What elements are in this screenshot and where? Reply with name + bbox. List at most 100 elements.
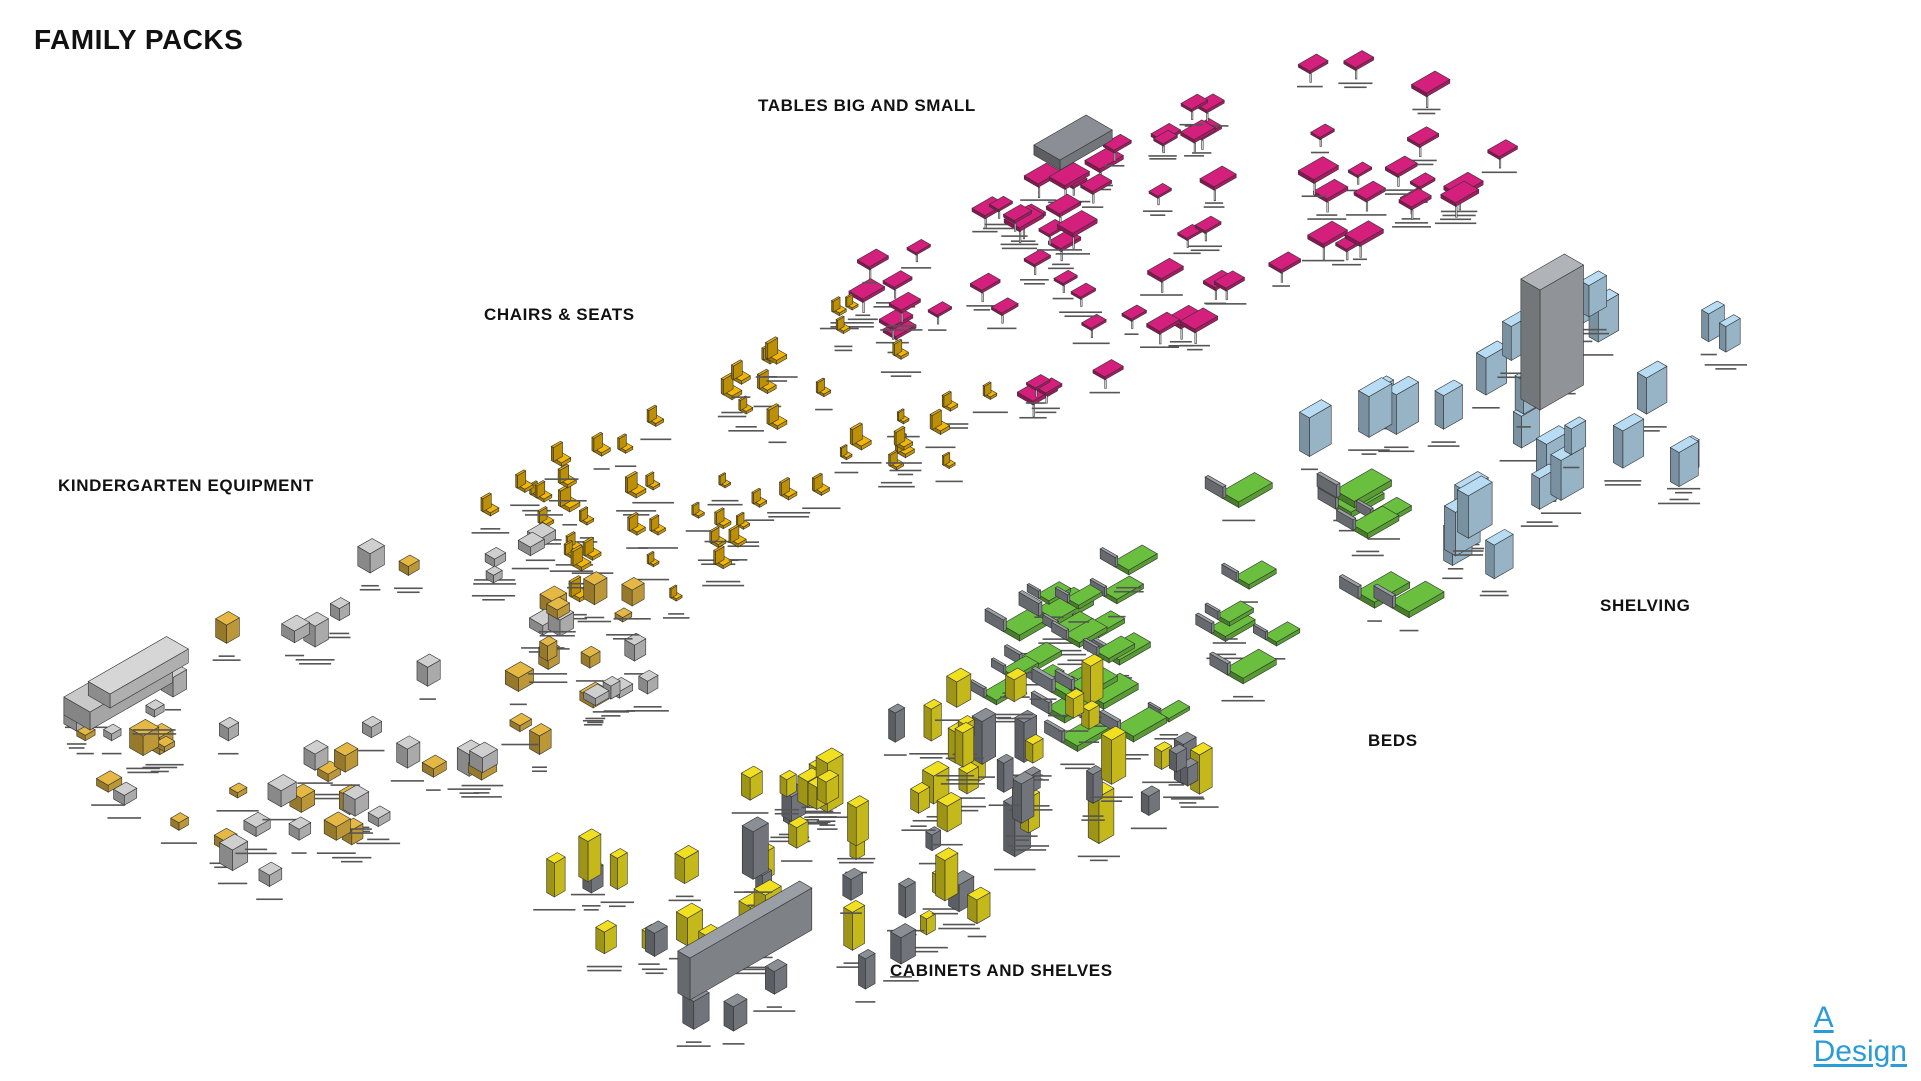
desk-icon [1301,220,1349,262]
cabinet-icon [734,816,773,893]
amphitheater-icon [63,636,189,731]
rack-icon [1704,314,1748,370]
toy-icon [212,611,241,661]
bed-icon [1054,584,1103,623]
desk-icon [1297,53,1329,88]
cabinet-icon [968,707,997,778]
toy-icon [528,723,552,773]
bed-icon [1209,648,1277,702]
rack-icon [1626,360,1668,432]
toy-icon [575,645,604,682]
desk-icon [1059,282,1103,318]
section-label-tables: TABLES BIG AND SMALL [758,96,976,115]
desk-icon [856,248,890,284]
cabinet-icon [1079,653,1104,719]
desk-icon [1344,220,1384,261]
cabinet-icon [1058,688,1089,732]
toy-icon [461,741,504,787]
chair-icon [614,433,637,468]
toy-icon [356,805,401,845]
chair-icon [638,514,679,549]
long-cabinet-icon [677,880,813,1001]
desk-icon [1188,215,1223,252]
toy-icon [501,712,539,746]
a-design-logo[interactable]: A Design [1814,1001,1907,1069]
rack-icon [1298,399,1332,471]
chair-icon [544,440,579,480]
bed-icon [1099,544,1158,593]
rack-icon [1453,475,1493,556]
rack-icon [1427,379,1464,447]
chair-icon [576,506,598,543]
bed-icon [1373,580,1445,632]
toy-icon [216,782,259,812]
desk-icon [901,239,932,269]
desk-icon [1140,257,1184,296]
desk-icon [1199,165,1237,208]
cabinet-icon [883,703,907,756]
rack-icon [1479,528,1514,597]
desk-icon [1041,193,1082,231]
chair-icon [707,472,743,506]
toy-icon [357,538,386,591]
cabinet-icon [533,852,576,911]
cabinet-icon [753,958,796,1012]
chair-icon [728,395,764,432]
bed-icon [1221,560,1277,603]
chair-icon [815,377,833,411]
cabinet-icon [1081,765,1105,821]
chair-icon [885,425,922,464]
toy-icon [107,781,142,819]
cabinet-icon [931,847,959,915]
cabinet-icon [1130,785,1167,830]
chair-icon [728,524,748,561]
cabinet-icon [804,769,848,823]
cabinet-icon [641,920,668,975]
chair-icon [704,507,742,543]
toy-icon [262,774,300,821]
chair-icon [753,368,782,408]
toy-icon [218,716,240,755]
toy-icon [217,833,249,885]
section-label-shelving: SHELVING [1600,596,1691,615]
desk-icon [1089,359,1124,394]
toy-icon [416,653,441,700]
bed-icon [1204,472,1273,522]
cabinet-icon [995,667,1034,720]
chair-icon [557,483,581,526]
toy-icon [624,632,647,675]
page-title: FAMILY PACKS [34,24,244,55]
desk-icon [1031,377,1063,414]
logo-letter: A [1813,1001,1834,1034]
cabinet-icon [837,795,876,864]
chair-icon [637,551,670,581]
cabinet-icon [668,844,701,902]
chair-icon [834,444,859,474]
chair-icon [880,338,922,377]
cabinet-icon [600,848,635,908]
cabinet-icon [909,698,954,759]
bed-icon [1252,621,1301,660]
chair-icon [766,403,788,444]
chair-icon [972,381,1008,414]
chair-icon [702,545,745,587]
chair-icon [571,536,614,574]
desk-icon [1307,178,1349,220]
desk-icon [1180,119,1216,157]
chair-icon [626,511,648,549]
chair-icon [591,431,611,470]
chair-icon [925,408,956,449]
bed-icon [1082,635,1136,677]
conference-table-icon [1033,114,1113,171]
toy-icon [337,784,373,834]
desk-icon [1392,188,1432,228]
cabinet-icon [940,721,985,785]
toy-icon [390,735,424,782]
logo-word: Design [1813,1035,1907,1068]
chair-icon [841,422,882,464]
toy-icon [421,754,447,791]
cabinet-icon [934,667,979,721]
desk-icon [1001,204,1033,237]
bed-icon [1316,468,1393,522]
